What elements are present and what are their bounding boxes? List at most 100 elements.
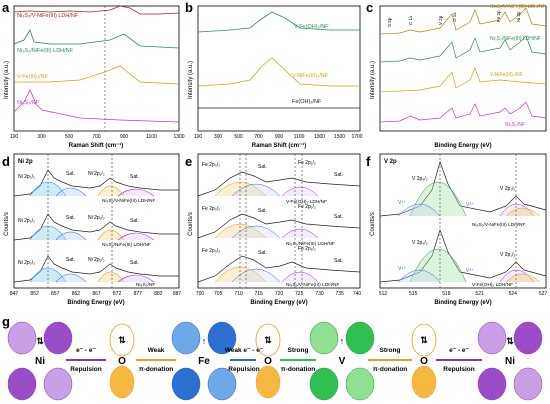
fit-d-3c (97, 271, 125, 283)
lobe (513, 321, 543, 355)
label-a-1: Ni₃S₂/V-NiFe(III) LDH/NF (17, 13, 79, 19)
peak-c-fe2p: Fe 2p (496, 10, 501, 22)
atom-o-2: O (264, 356, 272, 367)
lobe (411, 365, 437, 399)
tick-d-4: 867 (92, 291, 101, 297)
tick-d-3: 862 (72, 291, 81, 297)
panel-a: a Intensity (a.u.) Ni₃S₂/V-NiFe(III) LDH… (2, 0, 185, 149)
panel-letter-b: b (185, 0, 193, 15)
fit-d-2b (55, 231, 87, 241)
tick-d-2: 857 (51, 291, 60, 297)
label-d-1: Ni₃S₂/V-NiFe(III) LDH/NF (102, 198, 155, 204)
annot-e-2d: Sat. (334, 214, 343, 220)
axes-f (379, 153, 547, 289)
spin-arrows: ⇅ (506, 336, 514, 346)
tick-e-0: 700 (196, 291, 205, 297)
annot-e-3c: Fe 2p₁/₂ (298, 246, 316, 252)
xlabel-d: Binding Energy (eV) (67, 300, 124, 306)
spin-arrows: ⇅ (118, 335, 126, 345)
tick-a-0: 100 (10, 134, 19, 140)
peak-c-c1s: C 1s (408, 15, 413, 25)
label-b-1: V-Fe(OH)₂/NF (294, 24, 329, 30)
panel-letter-c: c (366, 0, 373, 15)
arrow-label-4-bottom: π-donation (281, 366, 316, 373)
arrow-label-2-bottom: π-donation (139, 366, 174, 373)
tick-b-7: 1500 (334, 134, 345, 140)
panel-letter-e: e (185, 154, 192, 169)
fit-e-1c (281, 186, 319, 197)
atom-o-3: O (420, 356, 428, 367)
lobe (43, 321, 73, 355)
tick-e-7: 735 (336, 291, 345, 297)
orbital-ni-left: Ni (7, 321, 73, 401)
label-e-2: Ni₃S₂/NiFe(III) LDH/NF (286, 241, 335, 247)
annot-f-1c: V⁴⁺ (398, 200, 406, 206)
title-d: Ni 2p (18, 159, 33, 165)
fit-d-1d (117, 188, 155, 197)
lobe (7, 367, 37, 401)
lobe (309, 367, 339, 401)
atom-fe: Fe (198, 356, 210, 367)
lobe (109, 365, 135, 399)
tick-a-4: 900 (120, 134, 129, 140)
spin-arrows: ⇅ (420, 335, 428, 345)
tick-d-5: 872 (113, 291, 122, 297)
fit-e-2c (281, 228, 319, 239)
orbital-o-1: O (109, 323, 135, 399)
panel-d: d Counts/s Ni 2p Ni 2p₃/₂ Sat. Ni 2p₁/₂ … (2, 153, 181, 306)
ylabel-d: Counts/s (4, 212, 10, 236)
tick-d-1: 852 (30, 291, 39, 297)
panel-b: b Intensity (a.u.) V-Fe(OH)₂/NF V-NiFe(I… (185, 0, 363, 149)
fit-f-2c (499, 269, 535, 283)
label-c-4: Ni₃S₂/NF (505, 122, 525, 128)
label-c-2: Ni₃S₂/NiFe(III) LDH/NF (490, 36, 541, 42)
lobe (477, 367, 507, 401)
tick-a-6: 1300 (173, 134, 184, 140)
curve-e-1 (197, 171, 361, 197)
tick-b-2: 500 (234, 134, 243, 140)
fit-e-3b (231, 268, 281, 283)
fit-e-1b (231, 183, 281, 197)
orbital-o-3: O (411, 323, 437, 399)
lobe (207, 321, 237, 355)
curve-c-2 (379, 35, 547, 63)
curve-d-3 (13, 255, 179, 283)
tick-b-6: 1300 (314, 134, 325, 140)
tick-b-4: 900 (275, 134, 284, 140)
xlabel-b: Raman Shift (cm⁻¹) (252, 142, 307, 149)
lobe (171, 367, 201, 401)
lobe (513, 367, 543, 401)
tick-f-3: 521 (475, 291, 484, 297)
atom-o-1: O (118, 356, 126, 367)
panel-c: c Intensity (a.u.) S 2p C 1s V 2p O 1s F… (366, 0, 547, 149)
annot-f-1d: V³⁺ (466, 202, 474, 208)
annot-e-2a: Fe 2p₃/₂ (202, 206, 220, 212)
arrow-label-6-bottom: Repulsion (443, 366, 474, 373)
ylabel-e: Counts/s (188, 212, 194, 236)
fit-f-1c (499, 203, 535, 217)
tick-e-6: 730 (315, 291, 324, 297)
xlabel-c: Binding Energy (eV) (434, 143, 491, 149)
tick-b-5: 1100 (294, 134, 305, 140)
annot-e-2c: Fe 2p₁/₂ (298, 204, 316, 210)
orbital-v: V (309, 321, 375, 401)
lobe (171, 321, 201, 355)
arrow-label-1-bottom: Repulsion (70, 366, 101, 373)
annot-d-2a: Ni 2p₃/₂ (18, 218, 35, 224)
tick-a-3: 700 (92, 134, 101, 140)
tick-f-2: 518 (442, 291, 451, 297)
label-e-3: Ni₃S₂/V-NiFe(III) LDH/NF (286, 282, 339, 288)
lobe (309, 321, 339, 355)
annot-e-1b: Sat. (258, 164, 267, 170)
fit-f-1b (397, 203, 441, 217)
arrow-label-2-top: Weak (148, 347, 165, 354)
lobe (345, 367, 375, 401)
annot-f-2a: V 2p₃/₂ (412, 240, 428, 246)
orbital-o-2: O (255, 323, 281, 399)
annot-d-1d: Sat. (130, 174, 139, 180)
tick-a-5: 1100 (146, 134, 157, 140)
annot-f-1a: V 2p₃/₂ (412, 176, 428, 182)
axes-b (197, 5, 361, 132)
arrow-label-1-top: e⁻ - e⁻ (76, 347, 96, 354)
